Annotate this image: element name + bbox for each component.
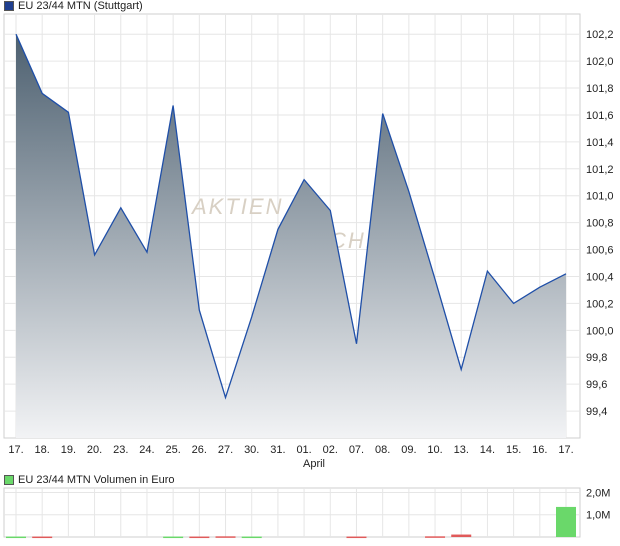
x-tick: 20. — [87, 444, 102, 456]
month-label: April — [303, 458, 325, 470]
volume-bar — [346, 536, 367, 539]
volume-legend-label: EU 23/44 MTN Volumen in Euro — [18, 474, 175, 486]
volume-bar — [189, 536, 210, 539]
x-tick: 25. — [165, 444, 180, 456]
volume-bar — [425, 536, 446, 538]
volume-bar — [241, 536, 262, 539]
price-y-tick: 101,8 — [586, 83, 614, 95]
x-tick: 24. — [139, 444, 154, 456]
x-tick: 18. — [35, 444, 50, 456]
x-tick: 15. — [506, 444, 521, 456]
price-y-tick: 100,2 — [586, 298, 614, 310]
volume-y-tick: 2,0M — [586, 487, 610, 499]
volume-bar — [556, 506, 576, 537]
volume-y-axis: 1,0M 2,0M — [586, 487, 610, 521]
price-y-tick: 99,4 — [586, 406, 607, 418]
price-area-fill — [16, 34, 566, 438]
x-tick: 26. — [192, 444, 207, 456]
volume-bar — [163, 536, 184, 539]
x-tick: 14. — [480, 444, 495, 456]
price-y-tick: 102,2 — [586, 29, 614, 41]
x-tick: 08. — [375, 444, 390, 456]
price-y-tick: 100,6 — [586, 245, 614, 257]
x-tick: 16. — [532, 444, 547, 456]
price-y-tick: 100,0 — [586, 325, 614, 337]
price-area — [15, 33, 567, 438]
x-tick: 10. — [427, 444, 442, 456]
price-legend: EU 23/44 MTN (Stuttgart) — [4, 0, 143, 12]
price-legend-swatch — [4, 1, 14, 11]
x-tick: 30. — [244, 444, 259, 456]
x-tick: 02. — [323, 444, 338, 456]
x-tick: 13. — [454, 444, 469, 456]
price-y-tick: 101,2 — [586, 164, 614, 176]
volume-y-tick: 1,0M — [586, 510, 610, 522]
volume-legend-swatch — [4, 475, 14, 485]
x-tick: 09. — [401, 444, 416, 456]
price-line — [15, 33, 567, 400]
volume-plot-frame — [3, 487, 581, 538]
x-tick: 17. — [8, 444, 23, 456]
volume-bar — [6, 536, 26, 539]
price-y-tick: 102,0 — [586, 56, 614, 68]
x-tick: 31. — [270, 444, 285, 456]
price-y-tick: 99,6 — [586, 379, 607, 391]
volume-grid — [3, 487, 581, 538]
price-y-tick: 101,0 — [586, 191, 614, 203]
volume-bar — [215, 536, 236, 538]
price-y-tick: 99,8 — [586, 352, 607, 364]
volume-bar — [451, 534, 472, 537]
x-tick: 01. — [296, 444, 311, 456]
volume-legend: EU 23/44 MTN Volumen in Euro — [4, 474, 175, 486]
price-y-tick: 100,4 — [586, 271, 614, 283]
price-y-tick: 101,6 — [586, 110, 614, 122]
x-tick: 23. — [113, 444, 128, 456]
volume-bars — [6, 506, 576, 539]
x-tick: 27. — [218, 444, 233, 456]
x-tick: 17. — [558, 444, 573, 456]
x-tick: 19. — [61, 444, 76, 456]
price-y-tick: 100,8 — [586, 218, 614, 230]
price-y-axis: 99,4 99,6 99,8 100,0 100,2 100,4 100,6 100,8 101… — [586, 29, 614, 418]
x-axis: 17. 18. 19. 20. 23. 24. 25. 26. 27. 30. 31. 01. 02. 0… — [8, 444, 573, 456]
watermark-aktien: AKTIEN — [190, 194, 283, 219]
volume-bar — [32, 536, 53, 539]
price-legend-label: EU 23/44 MTN (Stuttgart) — [18, 0, 143, 12]
x-tick: 07. — [349, 444, 364, 456]
price-y-tick: 101,4 — [586, 137, 614, 149]
